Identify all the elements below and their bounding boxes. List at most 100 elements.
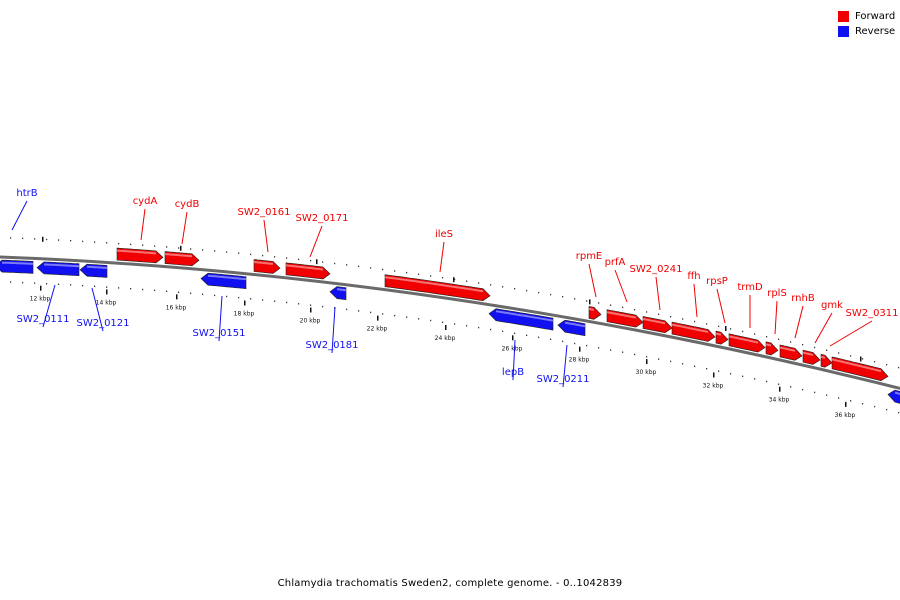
minor-tick: [658, 358, 660, 360]
minor-tick: [106, 242, 108, 244]
minor-tick: [670, 316, 672, 318]
forward-gene-label: prfA: [605, 257, 626, 268]
minor-tick: [682, 363, 684, 365]
minor-tick: [202, 249, 204, 251]
legend-item-forward: Forward: [838, 9, 895, 24]
minor-tick: [454, 278, 456, 281]
forward-gene: [253, 259, 281, 274]
minor-tick: [622, 351, 624, 353]
major-tick: [512, 335, 514, 341]
reverse-gene-shape: [200, 272, 247, 290]
forward-gene: [642, 316, 673, 334]
minor-tick: [538, 336, 540, 338]
forward-gene-label: SW2_0311: [845, 308, 898, 319]
major-tick: [244, 300, 246, 306]
minor-tick: [418, 273, 420, 275]
minor-tick: [562, 340, 564, 343]
legend: Forward Reverse: [838, 9, 895, 39]
forward-gene-highlight: [831, 358, 882, 373]
forward-gene-label: ileS: [435, 229, 453, 240]
forward-gene-label: rpsP: [706, 276, 728, 287]
minor-tick: [634, 309, 636, 311]
forward-gene-leader: [716, 288, 726, 324]
minor-tick: [346, 308, 348, 311]
forward-gene-shape: [820, 353, 833, 368]
minor-tick: [478, 326, 480, 329]
minor-tick: [610, 304, 612, 306]
minor-tick: [490, 284, 492, 286]
forward-gene-label: SW2_0161: [237, 207, 290, 218]
forward-gene: [779, 344, 803, 361]
forward-gene-label: SW2_0241: [629, 264, 682, 275]
minor-tick: [442, 321, 444, 323]
minor-tick: [130, 243, 132, 246]
minor-tick: [778, 383, 780, 385]
minor-tick: [298, 303, 300, 305]
minor-tick: [886, 408, 888, 411]
forward-gene-label: ffh: [687, 271, 700, 282]
minor-tick: [34, 282, 36, 284]
minor-tick: [418, 318, 420, 320]
major-tick: [845, 401, 847, 407]
minor-tick: [802, 344, 804, 346]
minor-tick: [658, 313, 660, 315]
reverse-gene-label: lepB: [502, 367, 524, 378]
minor-tick: [226, 295, 228, 298]
forward-gene: [765, 341, 779, 356]
minor-tick: [778, 338, 780, 340]
minor-tick: [502, 286, 504, 288]
reverse-gene-leader: [512, 339, 516, 381]
minor-tick: [718, 370, 720, 372]
genome-caption: Chlamydia trachomatis Sweden2, complete …: [277, 578, 623, 589]
forward-gene-shape: [728, 333, 766, 353]
minor-tick: [730, 373, 732, 375]
gene-labels: SW2_0111 SW2_0121 SW2_0151 SW2_0181 lepB SW2_…: [11, 188, 899, 388]
forward-gene-label: cydA: [133, 196, 158, 207]
minor-tick: [742, 330, 744, 333]
minor-tick: [826, 349, 828, 351]
minor-tick: [46, 283, 48, 285]
forward-gene-highlight: [253, 261, 274, 265]
forward-gene-label: rnhB: [791, 293, 815, 304]
major-tick: [310, 307, 312, 313]
forward-gene: [116, 247, 164, 264]
forward-gene-leader: [655, 276, 661, 311]
minor-tick: [262, 299, 264, 301]
minor-tick: [322, 261, 324, 263]
minor-tick: [610, 349, 612, 351]
minor-tick: [382, 268, 384, 271]
minor-tick: [346, 264, 348, 266]
minor-tick: [622, 306, 624, 309]
minor-tick: [850, 400, 852, 402]
minor-tick: [766, 336, 768, 338]
forward-gene-highlight: [728, 335, 759, 344]
scale-label: 34 kbp: [769, 397, 790, 404]
minor-tick: [94, 241, 96, 243]
forward-gene-shape: [384, 274, 491, 302]
reverse-gene-shape: [887, 389, 900, 404]
scale-label: 20 kbp: [300, 318, 321, 325]
forward-gene-highlight: [765, 343, 772, 347]
reverse-gene-label: SW2_0151: [192, 328, 245, 339]
forward-gene: [820, 353, 833, 368]
minor-tick: [526, 334, 528, 336]
gene-arrows: [0, 247, 900, 404]
minor-tick: [634, 353, 636, 356]
scale-label: 18 kbp: [234, 311, 255, 318]
reverse-gene-leader: [42, 284, 56, 328]
forward-gene-shape: [779, 344, 803, 361]
minor-tick: [898, 366, 900, 369]
minor-tick: [250, 298, 252, 300]
forward-gene-shape: [253, 259, 281, 274]
minor-tick: [898, 411, 900, 414]
minor-tick: [310, 304, 312, 306]
minor-tick: [322, 305, 324, 308]
forward-gene-leader: [693, 283, 698, 318]
reverse-gene: [0, 259, 34, 274]
minor-tick: [22, 237, 24, 240]
minor-tick: [562, 296, 564, 298]
minor-tick: [106, 286, 108, 288]
minor-tick: [10, 281, 12, 283]
reverse-gene-highlight: [43, 263, 80, 268]
